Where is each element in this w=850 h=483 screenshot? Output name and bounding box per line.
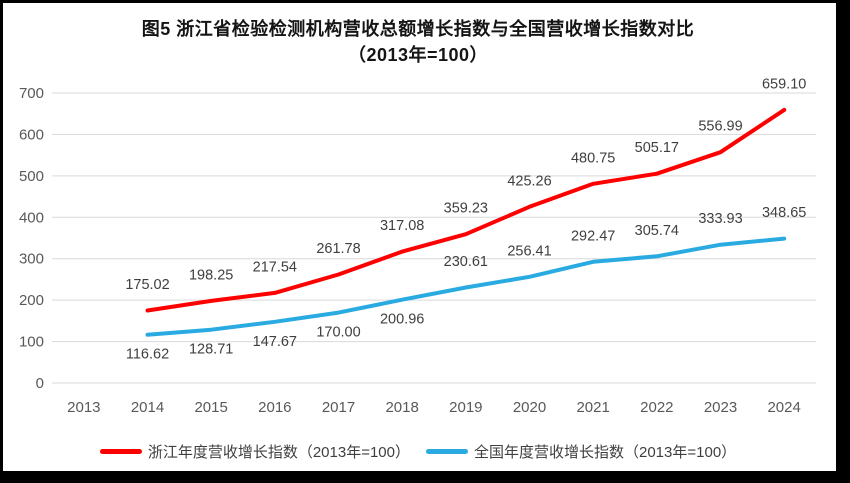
national-line-swatch-icon: [426, 449, 468, 454]
data-label: 175.02: [125, 277, 169, 293]
data-label: 425.26: [507, 173, 551, 189]
x-axis-tick-label: 2015: [194, 399, 227, 416]
chart-title-line1: 图5 浙江省检验检测机构营收总额增长指数与全国营收增长指数对比: [141, 19, 695, 39]
x-axis-tick-label: 2019: [449, 399, 482, 416]
data-label: 480.75: [571, 150, 615, 166]
chart-title: 图5 浙江省检验检测机构营收总额增长指数与全国营收增长指数对比 （2013年=1…: [0, 16, 836, 68]
y-axis-tick-label: 0: [36, 375, 44, 392]
data-label: 348.65: [762, 205, 806, 221]
x-axis-tick-label: 2023: [704, 399, 737, 416]
data-label: 305.74: [635, 223, 679, 239]
x-axis-tick-label: 2022: [640, 399, 673, 416]
chart-legend: 浙江年度营收增长指数（2013年=100） 全国年度营收增长指数（2013年=1…: [0, 441, 836, 462]
data-label: 200.96: [380, 312, 424, 328]
y-axis-tick-label: 600: [19, 126, 44, 143]
legend-label-national: 全国年度营收增长指数（2013年=100）: [474, 444, 737, 461]
national-series-line: [145, 236, 787, 337]
data-label: 505.17: [635, 140, 679, 156]
zhejiang-series-line: [145, 107, 787, 313]
data-label: 198.25: [189, 267, 233, 283]
data-label: 359.23: [444, 201, 488, 217]
x-axis-tick-label: 2021: [576, 399, 609, 416]
legend-item-zhejiang: 浙江年度营收增长指数（2013年=100）: [99, 441, 410, 462]
data-label: 256.41: [507, 243, 551, 259]
data-label: 147.67: [253, 334, 297, 350]
x-axis-tick-label: 2020: [513, 399, 546, 416]
data-label: 333.93: [698, 211, 742, 227]
y-axis-tick-label: 200: [19, 292, 44, 309]
data-label: 556.99: [698, 119, 742, 135]
y-axis-tick-label: 700: [19, 85, 44, 102]
data-label: 292.47: [571, 228, 615, 244]
data-label: 116.62: [126, 347, 169, 363]
legend-item-national: 全国年度营收增长指数（2013年=100）: [426, 441, 736, 462]
data-label: 317.08: [380, 218, 424, 234]
zhejiang-line-swatch-icon: [99, 449, 142, 454]
data-label: 170.00: [316, 325, 360, 341]
y-axis-tick-label: 500: [19, 168, 44, 185]
data-label: 128.71: [189, 342, 233, 358]
y-axis-tick-label: 100: [19, 334, 44, 351]
x-axis-tick-label: 2024: [767, 399, 800, 416]
x-axis-tick-label: 2018: [385, 399, 418, 416]
data-label: 230.61: [444, 254, 488, 270]
chart-title-line2: （2013年=100）: [347, 45, 489, 65]
y-axis-tick-label: 300: [19, 251, 44, 268]
x-axis-tick-label: 2014: [131, 399, 164, 416]
data-label: 659.10: [762, 76, 806, 92]
legend-label-zhejiang: 浙江年度营收增长指数（2013年=100）: [147, 444, 410, 461]
y-axis-tick-label: 400: [19, 209, 44, 226]
x-axis-tick-label: 2016: [258, 399, 291, 416]
data-label: 261.78: [316, 241, 360, 257]
data-label: 217.54: [253, 259, 297, 275]
x-axis-tick-label: 2017: [322, 399, 355, 416]
x-axis-tick-label: 2013: [67, 399, 100, 416]
